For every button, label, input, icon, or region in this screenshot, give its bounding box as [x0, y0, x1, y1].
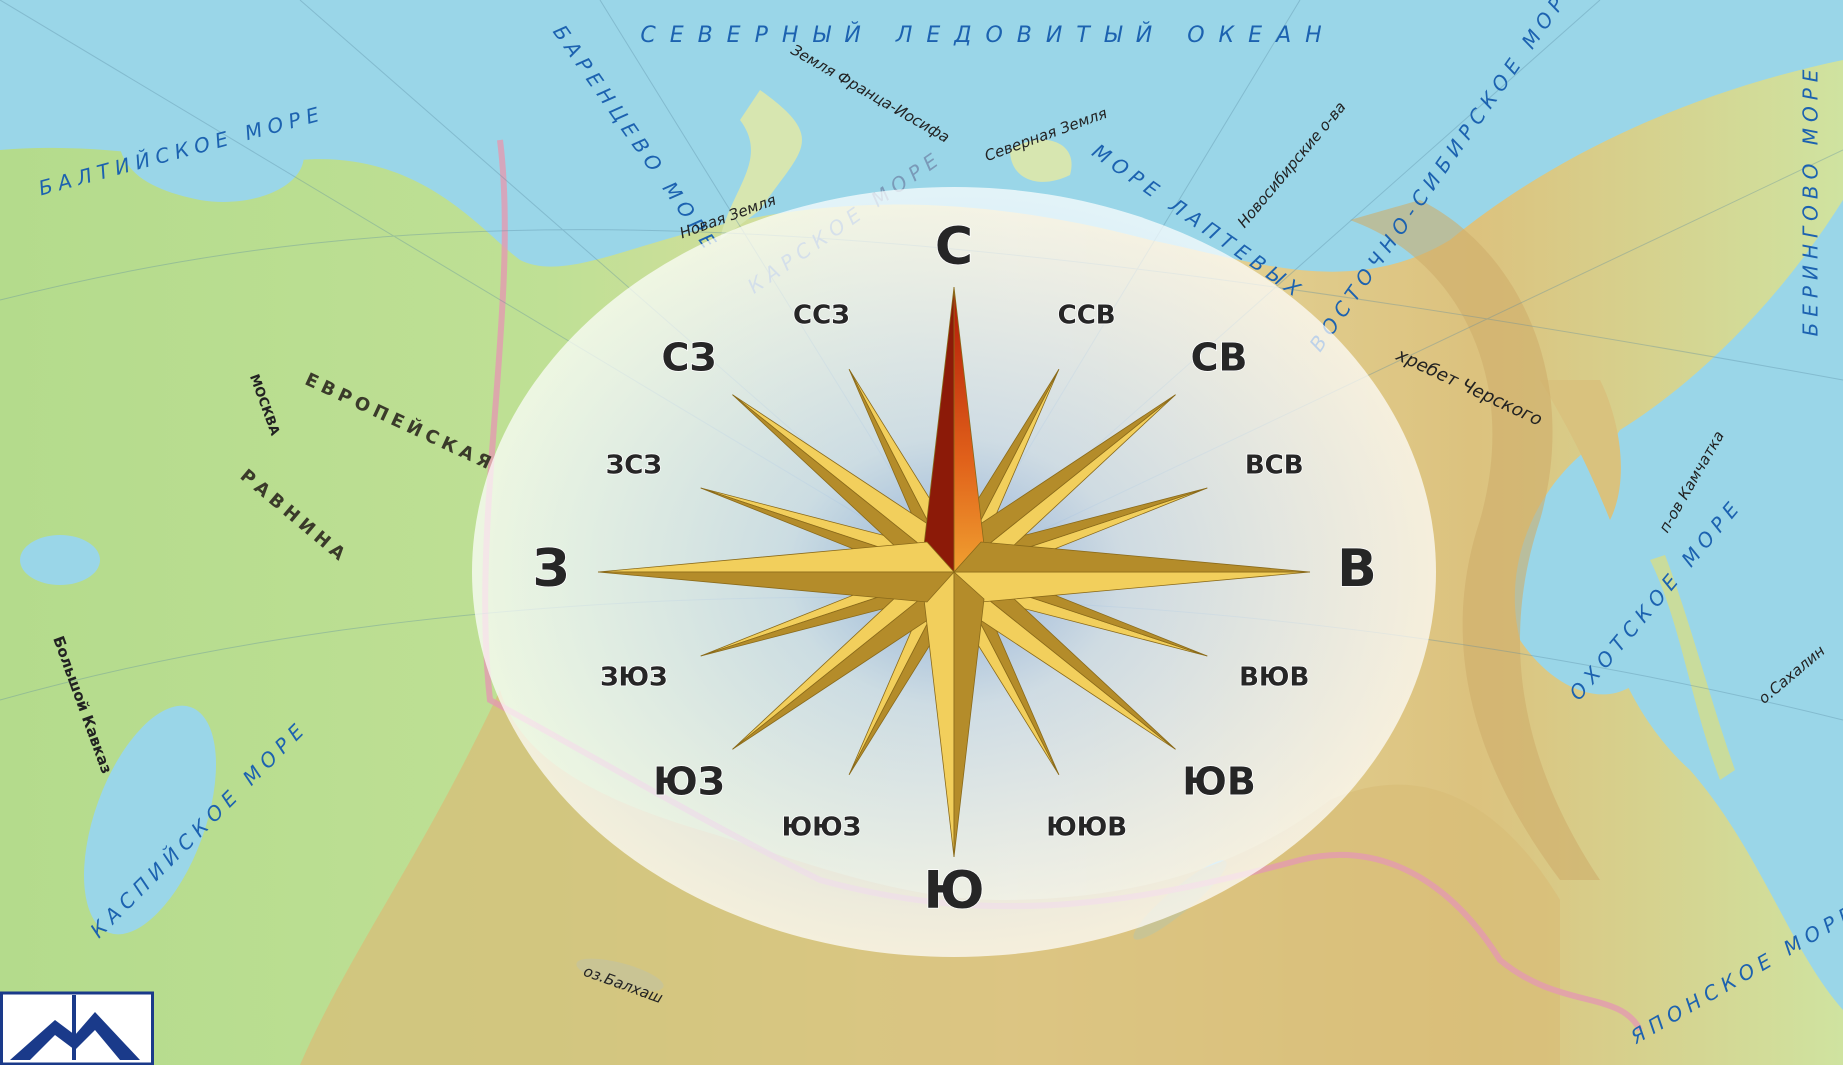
sakhalin — [1650, 555, 1735, 780]
ocean-label: СЕВЕРНЫЙ ЛЕДОВИТЫЙ ОКЕАН — [640, 22, 1335, 48]
compass-ray — [953, 541, 1311, 573]
direction-label: В — [1337, 539, 1377, 599]
direction-label: ССВ — [1058, 301, 1116, 331]
okhotsk-sea — [1514, 440, 1660, 695]
compass-ray — [953, 571, 985, 858]
direction-label: ЮЮВ — [1046, 812, 1127, 842]
direction-label: ЮВ — [1182, 759, 1256, 803]
severnaya-zemlya — [1010, 139, 1072, 182]
direction-label: СЗ — [662, 336, 717, 380]
azov-sea — [20, 535, 100, 585]
direction-label: С — [935, 217, 973, 277]
sea-label: БЕРИНГОВО МОРЕ — [1799, 64, 1823, 337]
caspian-sea — [84, 705, 216, 935]
baltic-sea — [118, 118, 304, 202]
direction-label: ЗЮЗ — [600, 662, 667, 692]
novaya-zemlya — [720, 90, 802, 240]
direction-label: СВ — [1191, 336, 1248, 380]
direction-label: ЗСЗ — [606, 451, 662, 481]
compass-rose — [597, 286, 1311, 858]
kamchatka — [1540, 380, 1621, 520]
direction-label: ЮЮЗ — [782, 812, 862, 842]
direction-label: ЮЗ — [653, 759, 725, 803]
arctic-ocean — [0, 0, 1843, 272]
southern-mountains — [300, 690, 1560, 1065]
direction-label: ССЗ — [793, 301, 850, 331]
eastern-ranges — [1350, 200, 1600, 880]
compass-ray — [597, 571, 955, 603]
direction-label: ВСВ — [1245, 451, 1304, 481]
logo — [0, 991, 154, 1065]
direction-label: ВЮВ — [1239, 662, 1309, 692]
direction-label: З — [533, 539, 570, 599]
direction-label: Ю — [923, 861, 984, 921]
pacific-ocean — [1591, 200, 1843, 1010]
